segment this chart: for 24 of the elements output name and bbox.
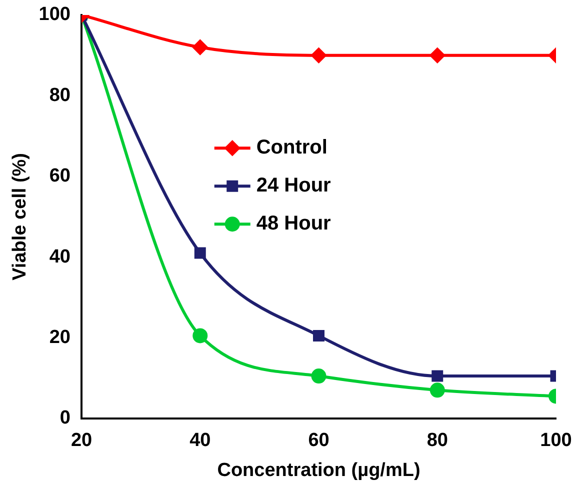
x-tick-label: 20 [70, 430, 92, 452]
x-tick-label: 100 [540, 430, 572, 452]
legend-label: 24 Hour [256, 174, 332, 197]
point [313, 330, 324, 342]
legend-label: 48 Hour [256, 212, 332, 235]
y-tick-label: 40 [49, 246, 70, 268]
point [192, 40, 208, 55]
x-tick-label: 80 [426, 430, 448, 452]
point [192, 328, 208, 344]
x-axis-title: Concentration (µg/mL) [217, 460, 420, 481]
point [430, 382, 445, 398]
y-axis-title: Viable cell (%) [10, 152, 31, 280]
point [430, 48, 445, 63]
legend-label: Control [256, 136, 328, 159]
x-tick-label: 40 [190, 430, 211, 452]
x-tick-label: 60 [308, 430, 330, 452]
y-tick-label: 0 [60, 408, 70, 429]
y-tick-label: 60 [49, 166, 70, 187]
point [311, 368, 326, 384]
point [311, 48, 326, 63]
y-tick-label: 80 [49, 84, 70, 106]
y-tick-label: 20 [49, 326, 70, 348]
point [194, 247, 206, 259]
y-tick-label: 100 [38, 4, 70, 26]
